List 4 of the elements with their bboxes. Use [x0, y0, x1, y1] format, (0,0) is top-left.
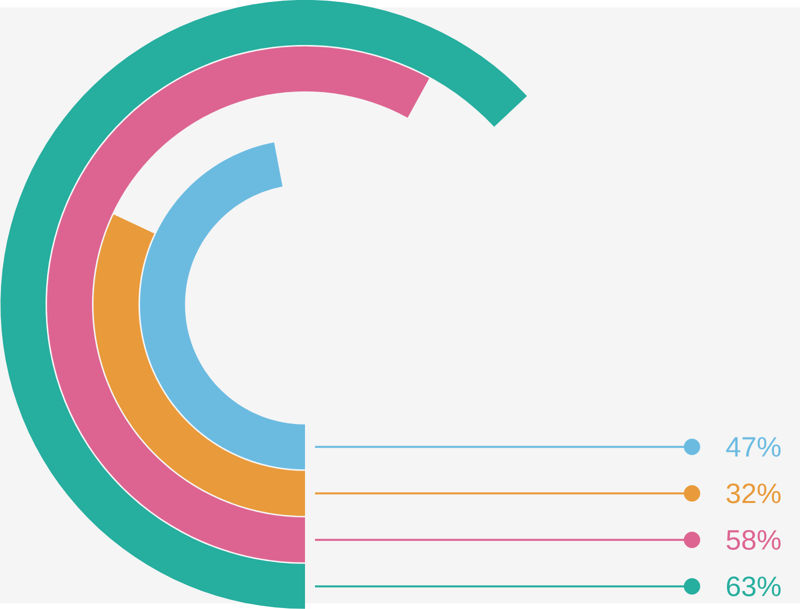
data-label: 58% — [726, 530, 781, 550]
data-label: 32% — [726, 484, 781, 504]
data-label: 47% — [726, 437, 781, 457]
data-label: 63% — [726, 576, 781, 596]
